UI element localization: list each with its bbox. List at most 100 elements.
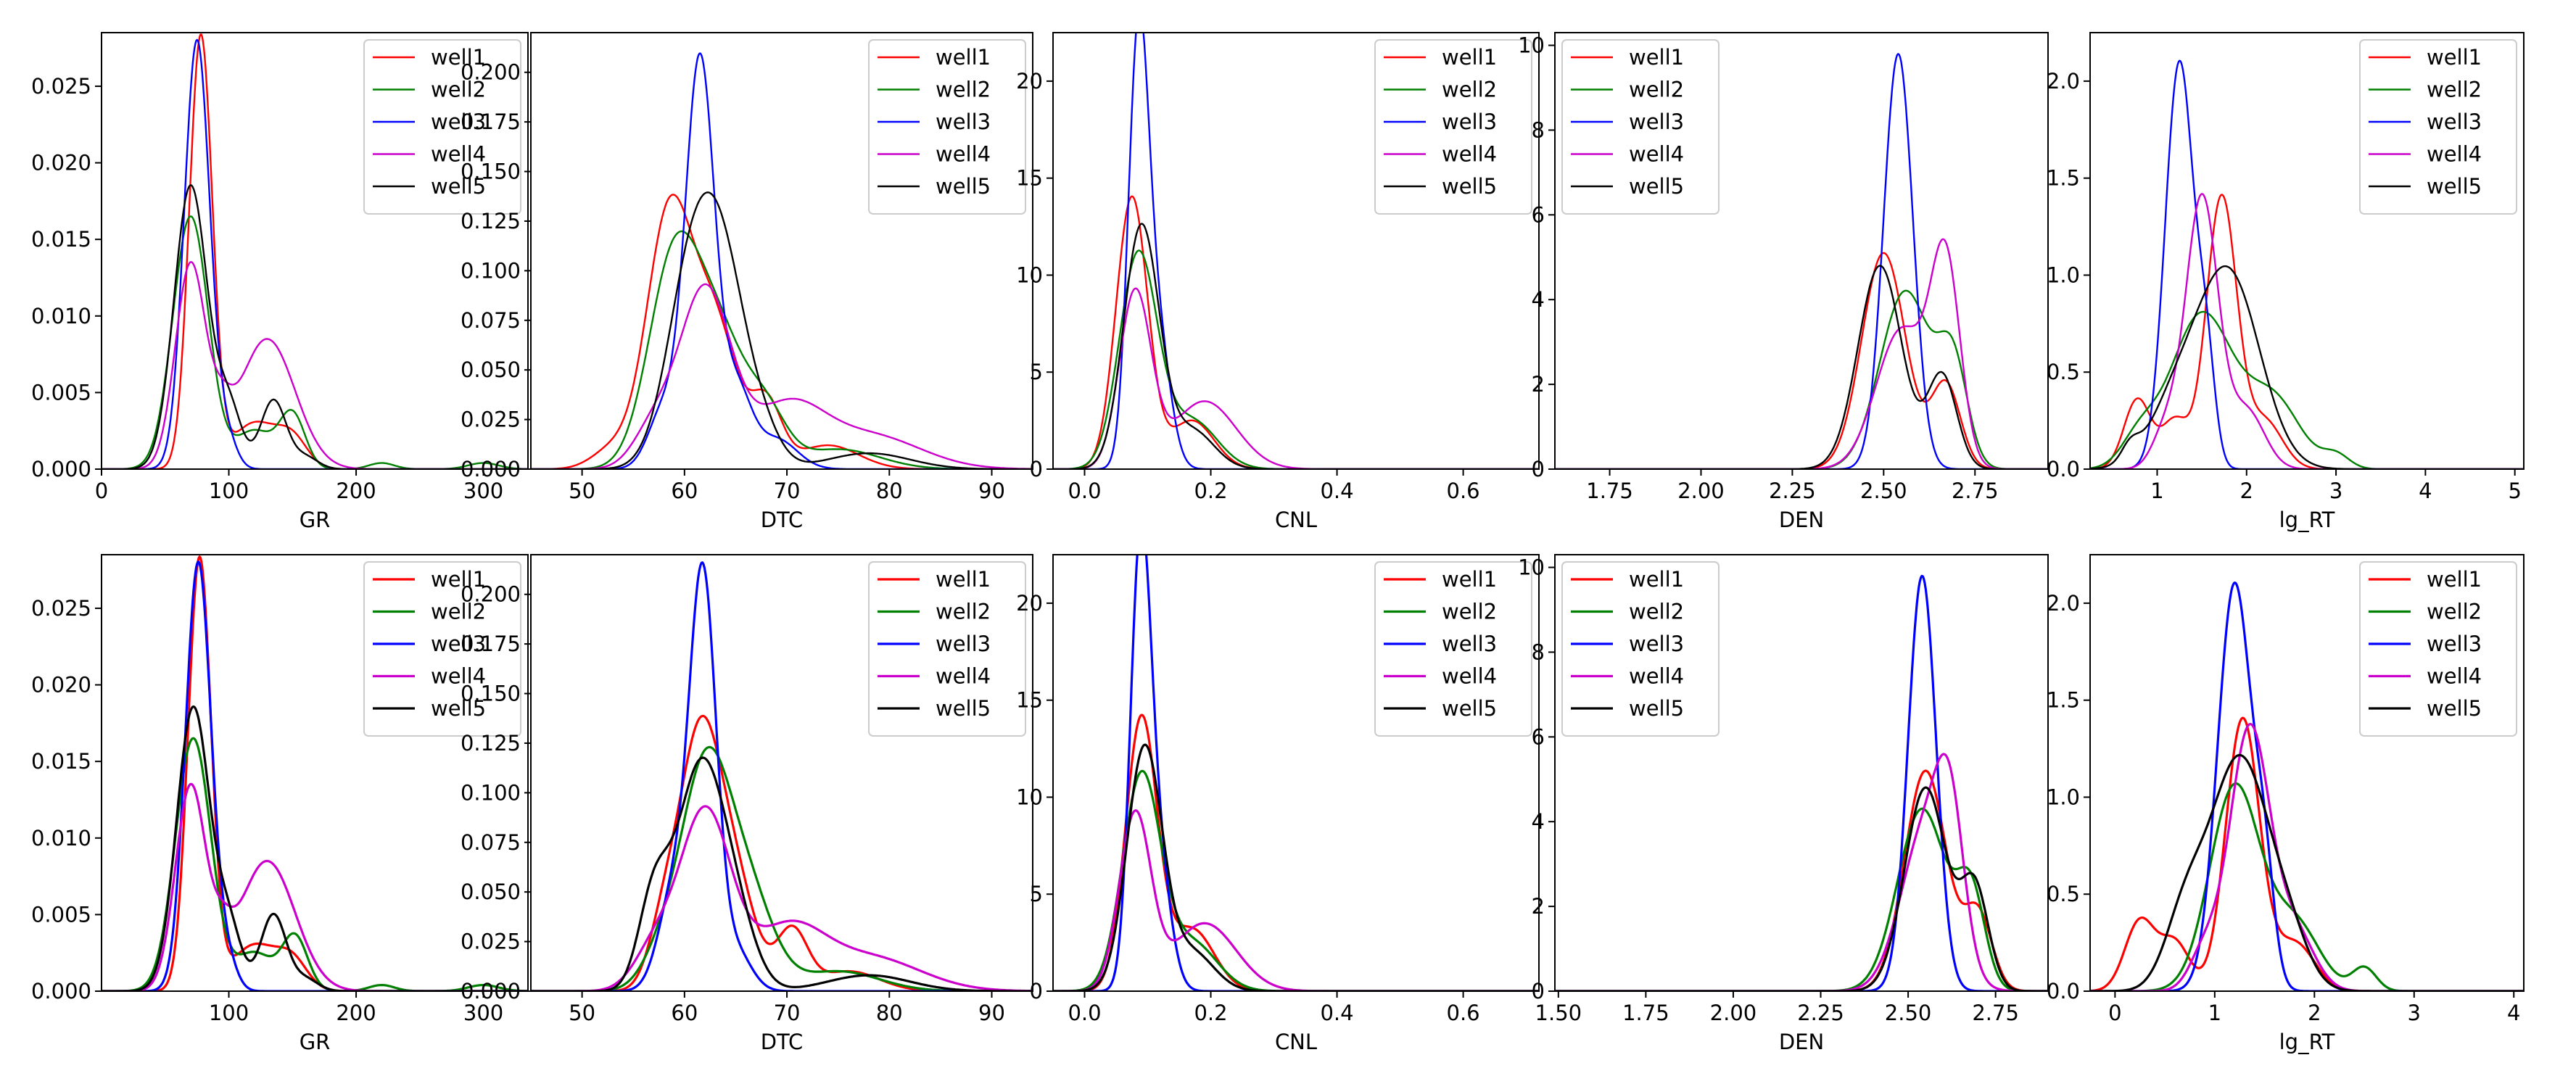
x-axis-label: DEN xyxy=(1779,1030,1824,1054)
y-tick-label: 0 xyxy=(1532,457,1545,481)
legend-label-well1: well1 xyxy=(936,567,991,592)
y-tick-label: 0.005 xyxy=(31,902,91,927)
x-tick-label: 0.0 xyxy=(1068,479,1101,503)
series-line-well4 xyxy=(1555,753,2048,991)
x-tick-label: 2.00 xyxy=(1710,1001,1757,1025)
series-line-well5 xyxy=(1053,743,1539,991)
x-axis-label: GR xyxy=(300,508,331,532)
x-tick-label: 0.2 xyxy=(1194,1001,1227,1025)
subplot-gr-row1: 0.000 0.005 0.010 0.015 0.020 0.025 0 100 200 300… xyxy=(31,32,529,532)
series-line-well2 xyxy=(1555,807,2048,991)
y-tick-label: 6 xyxy=(1532,202,1545,227)
legend-label-well5: well5 xyxy=(1442,696,1497,721)
legend-label-well2: well2 xyxy=(1629,600,1684,624)
legend-label-well1: well1 xyxy=(2427,45,2482,70)
x-tick-label: 50 xyxy=(569,479,595,503)
series-line-well5 xyxy=(102,184,528,469)
legend-label-well5: well5 xyxy=(1629,696,1684,721)
subplot-gr-row2: 0.000 0.005 0.010 0.015 0.020 0.025 100 200 300 G… xyxy=(31,554,529,1054)
legend-label-well4: well4 xyxy=(431,142,486,167)
x-tick-label: 2.75 xyxy=(1952,479,1999,503)
x-tick-label: 0.4 xyxy=(1320,1001,1353,1025)
x-tick-label: 90 xyxy=(978,479,1005,503)
series-line-well2 xyxy=(1555,289,2048,469)
y-tick-label: 4 xyxy=(1532,287,1545,312)
y-tick-label: 0 xyxy=(1030,979,1043,1003)
x-tick-label: 0.4 xyxy=(1320,479,1353,503)
series-line-well5 xyxy=(531,756,1033,991)
legend: well1 well2 well3 well4 well5 xyxy=(1561,561,1720,737)
series-line-well3 xyxy=(1053,555,1539,991)
curves xyxy=(1053,555,1539,991)
curves xyxy=(1555,574,2048,991)
y-tick-label: 4 xyxy=(1532,809,1545,834)
series-line-well2 xyxy=(531,230,1033,469)
series-line-well3 xyxy=(1053,33,1539,469)
legend-label-well4: well4 xyxy=(2427,664,2482,689)
legend-label-well5: well5 xyxy=(2427,696,2482,721)
x-tick-label: 100 xyxy=(209,479,249,503)
plot-frame xyxy=(2089,32,2525,470)
y-tick-label: 10 xyxy=(1016,785,1043,809)
x-tick-label: 0.0 xyxy=(1068,1001,1101,1025)
y-tick-label: 0.125 xyxy=(461,731,521,756)
series-line-well1 xyxy=(1053,195,1539,469)
series-line-well1 xyxy=(2090,194,2524,469)
y-tick-label: 0.025 xyxy=(31,596,91,621)
series-line-well1 xyxy=(531,194,1033,469)
x-tick-label: 3 xyxy=(2329,479,2342,503)
y-tick-label: 0 xyxy=(1030,457,1043,481)
y-tick-label: 0.100 xyxy=(461,258,521,283)
series-line-well3 xyxy=(2090,59,2524,469)
y-tick-label: 2.0 xyxy=(2047,69,2080,94)
series-line-well5 xyxy=(2090,753,2524,991)
y-tick-label: 0.150 xyxy=(461,682,521,706)
legend-label-well1: well1 xyxy=(2427,567,2482,592)
legend-box xyxy=(868,561,1026,737)
legend-label-well2: well2 xyxy=(936,78,991,102)
x-tick-label: 300 xyxy=(463,479,503,503)
curves xyxy=(102,33,528,469)
y-tick-label: 0.015 xyxy=(31,227,91,252)
y-tick-label: 8 xyxy=(1532,640,1545,664)
series-line-well4 xyxy=(102,261,528,469)
x-axis-label: CNL xyxy=(1275,508,1317,532)
curves xyxy=(1053,33,1539,469)
legend-label-well4: well4 xyxy=(1629,664,1684,689)
y-tick-label: 10 xyxy=(1518,33,1545,58)
x-tick-label: 1.75 xyxy=(1622,1001,1669,1025)
y-tick-label: 0.075 xyxy=(461,308,521,333)
y-tick-label: 0.000 xyxy=(31,979,91,1003)
y-tick-label: 0.005 xyxy=(31,380,91,405)
y-tick-label: 0.025 xyxy=(461,407,521,432)
legend-label-well2: well2 xyxy=(2427,600,2482,624)
series-line-well2 xyxy=(2090,782,2524,991)
legend-label-well3: well3 xyxy=(431,109,486,134)
legend: well1 well2 well3 well4 well5 xyxy=(2359,561,2517,737)
x-tick-label: 1.75 xyxy=(1586,479,1633,503)
y-tick-label: 20 xyxy=(1016,591,1043,616)
y-tick-label: 15 xyxy=(1016,166,1043,191)
x-tick-label: 200 xyxy=(336,479,376,503)
series-line-well5 xyxy=(1053,223,1539,469)
subplot-lg_rt-row2: 0.0 0.5 1.0 1.5 2.0 0 1 2 3 4 lg_RT well1 well2 well3… xyxy=(2047,554,2525,1054)
legend: well1 well2 well3 well4 well5 xyxy=(1561,39,1720,215)
y-tick-label: 0.075 xyxy=(461,830,521,855)
y-tick-label: 0.200 xyxy=(461,582,521,607)
y-tick-label: 0.025 xyxy=(461,930,521,954)
y-tick-label: 0.5 xyxy=(2047,882,2080,906)
legend-label-well5: well5 xyxy=(936,174,991,199)
y-tick-label: 0.125 xyxy=(461,209,521,233)
plot-frame xyxy=(101,32,529,470)
subplot-dtc-row1: 0.000 0.025 0.050 0.075 0.100 0.125 0.150 0.175… xyxy=(461,32,1033,532)
x-tick-label: 80 xyxy=(876,1001,903,1025)
y-tick-label: 2 xyxy=(1532,372,1545,397)
y-tick-label: 0.0 xyxy=(2047,457,2080,481)
y-tick-label: 0.0 xyxy=(2047,979,2080,1003)
y-tick-label: 0.200 xyxy=(461,60,521,85)
legend-label-well5: well5 xyxy=(1442,174,1497,199)
subplot-dtc-row2: 0.000 0.025 0.050 0.075 0.100 0.125 0.150 0.175… xyxy=(461,554,1033,1054)
x-axis-label: DTC xyxy=(761,1030,804,1054)
